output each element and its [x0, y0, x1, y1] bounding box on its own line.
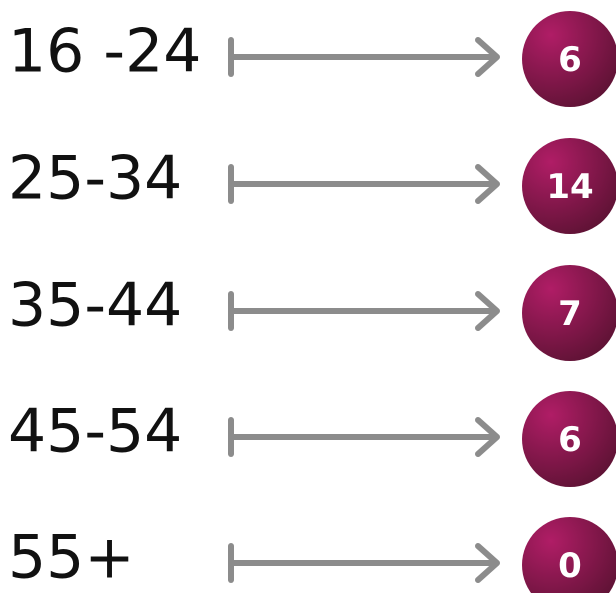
count-badge	[522, 265, 616, 361]
age-label: 16 -24	[8, 17, 201, 87]
row: 35-44 7	[8, 265, 616, 361]
count: 6	[558, 420, 582, 460]
count: 7	[558, 294, 582, 334]
arrow-head	[475, 291, 500, 331]
row: 16 -24 6	[8, 11, 616, 107]
arrow-head	[475, 164, 500, 204]
arrow-head	[475, 37, 500, 77]
age-label: 35-44	[8, 271, 182, 341]
count-badge	[522, 138, 616, 234]
age-label: 55+	[8, 523, 135, 593]
count: 14	[546, 167, 593, 207]
arrow-head	[475, 543, 500, 583]
count-badge	[522, 517, 616, 593]
count-badge	[522, 391, 616, 487]
count: 0	[558, 546, 582, 586]
row: 55+ 0	[8, 517, 616, 593]
age-label: 45-54	[8, 397, 182, 467]
arrow-head	[475, 417, 500, 457]
row: 45-54 6	[8, 391, 616, 487]
count-badge	[522, 11, 616, 107]
count: 6	[558, 40, 582, 80]
row: 25-34 14	[8, 138, 616, 234]
age-label: 25-34	[8, 144, 182, 214]
